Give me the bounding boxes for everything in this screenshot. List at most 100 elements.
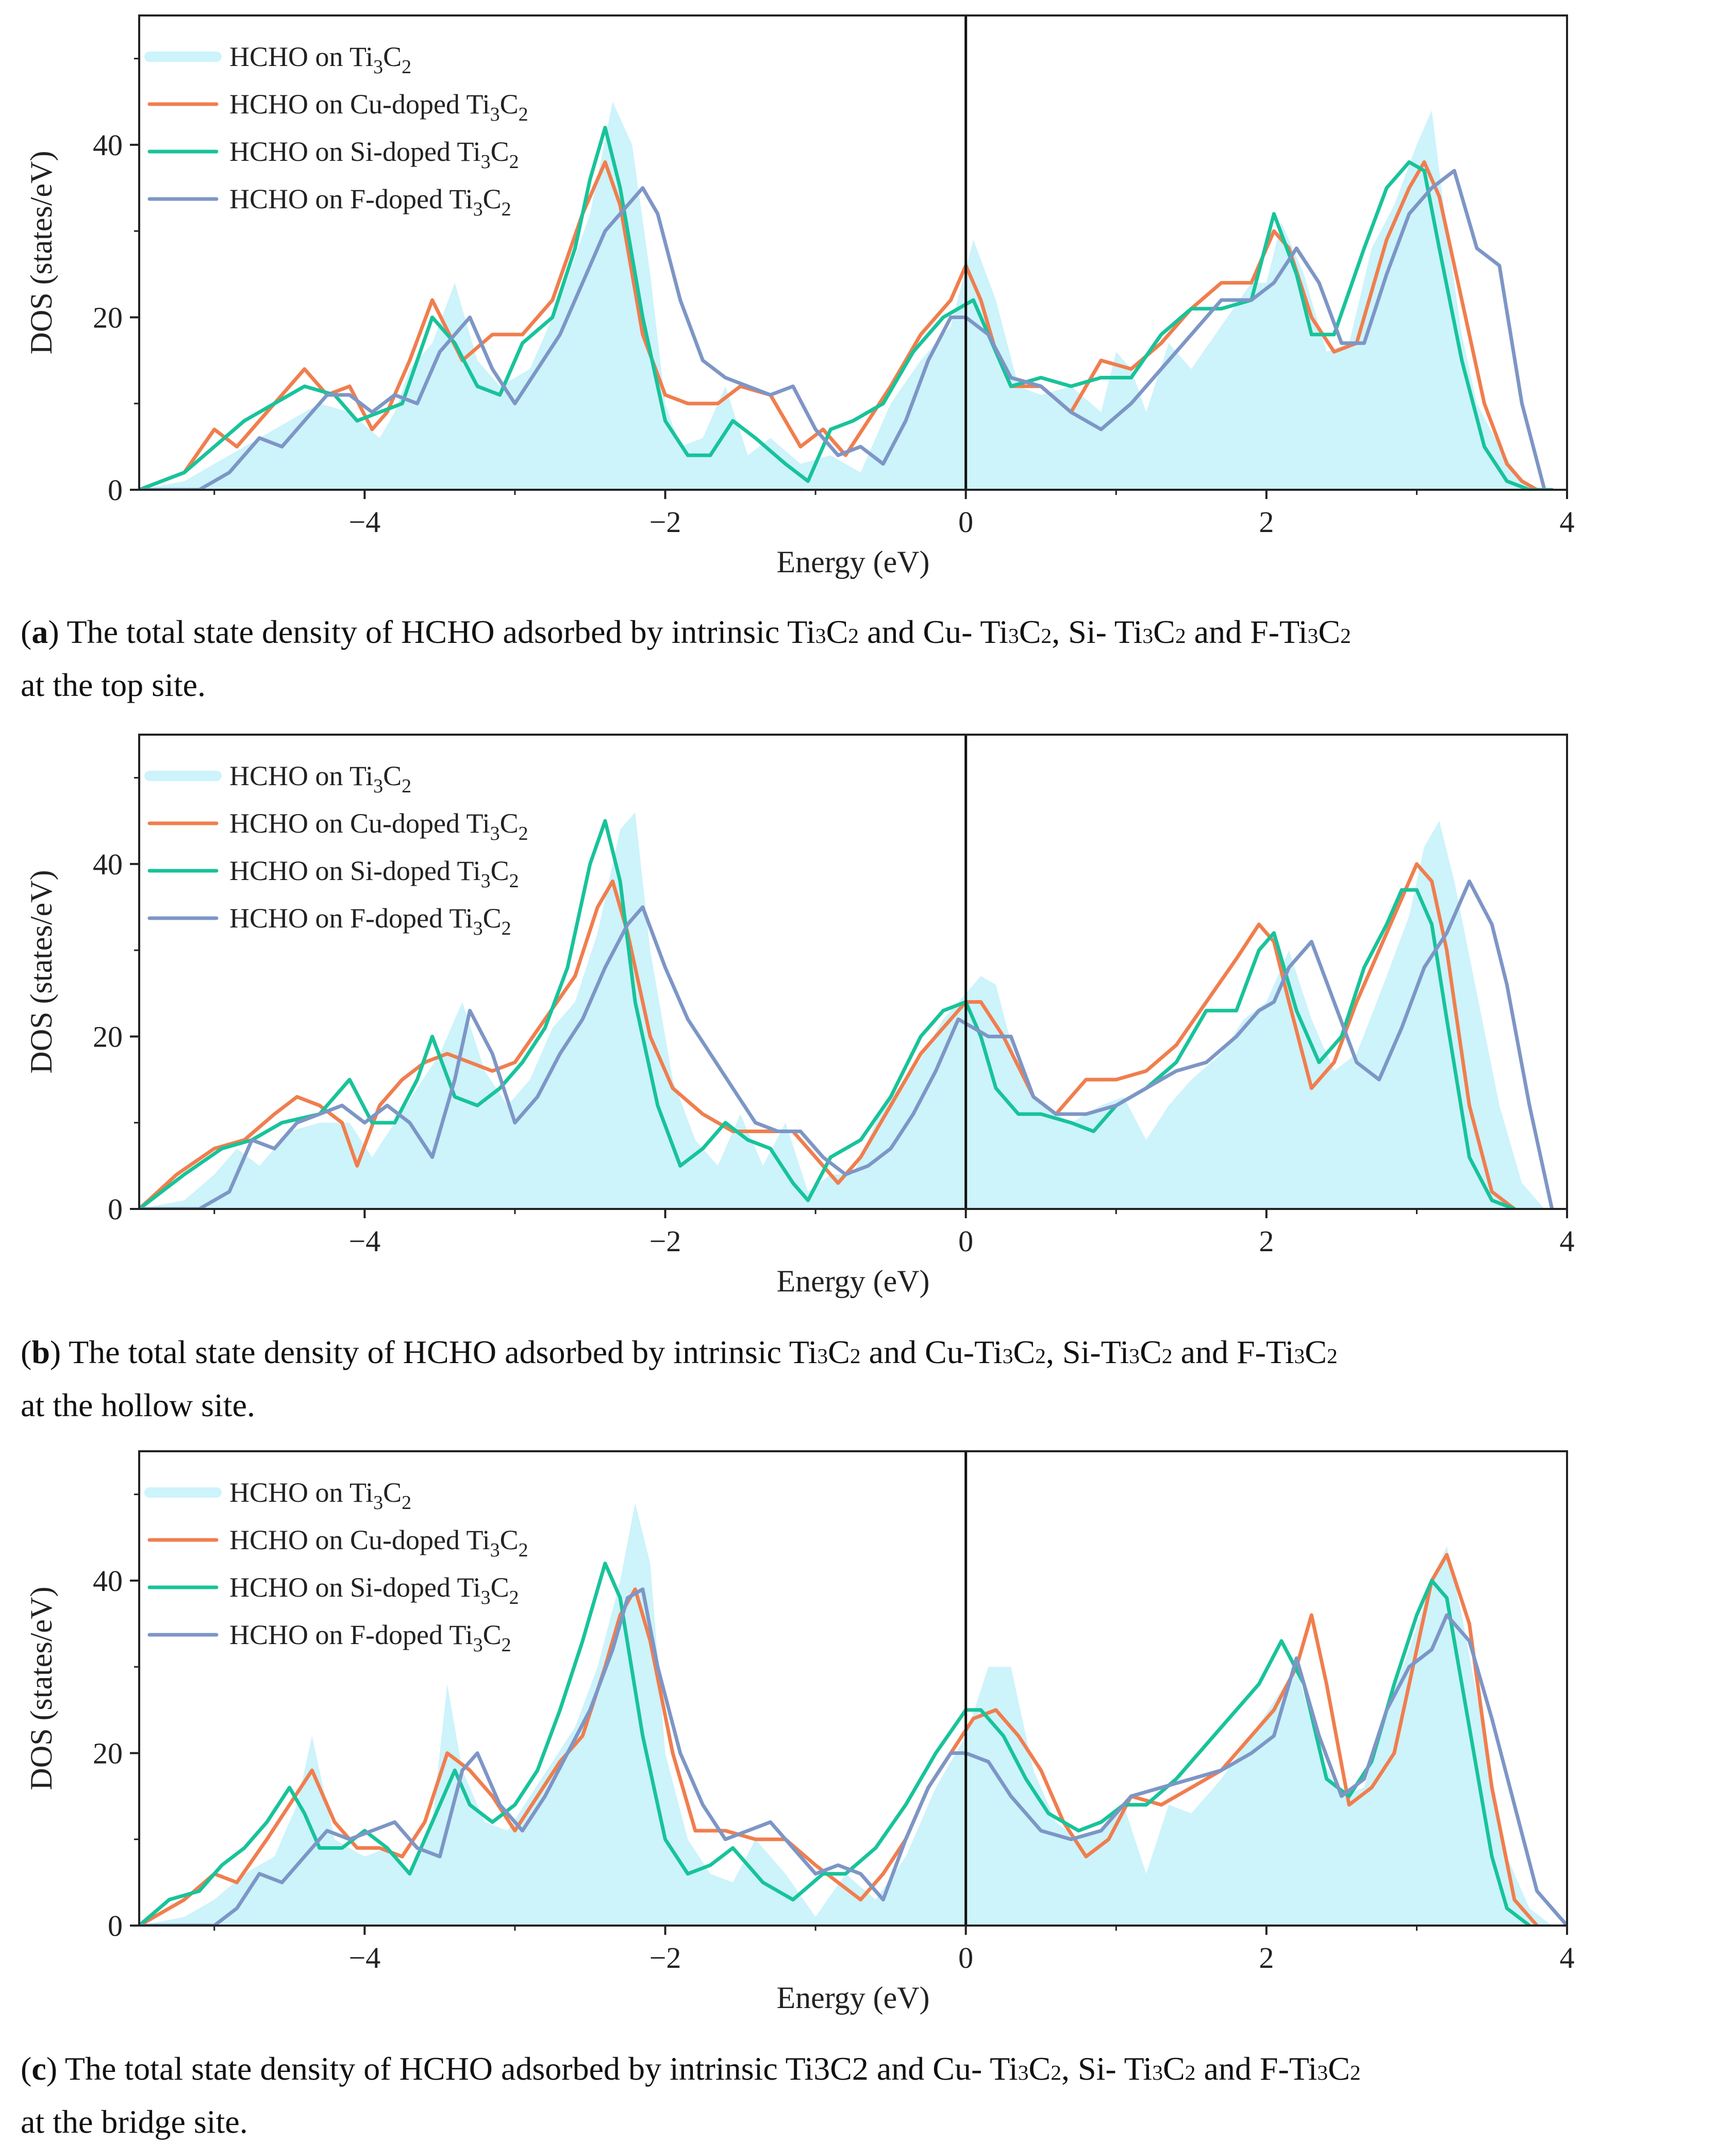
legend-subscript: 2: [509, 151, 519, 173]
formula-part: C: [1328, 2050, 1350, 2087]
formula-part: C: [1028, 2050, 1051, 2087]
x-tick-label: −4: [349, 505, 381, 539]
x-tick-label: 2: [1259, 1224, 1274, 1258]
y-axis-label: DOS (states/eV): [24, 870, 58, 1074]
legend-subscript: 3: [490, 104, 500, 125]
x-tick-label: 4: [1560, 505, 1575, 539]
plot-area: [139, 812, 1554, 1209]
formula-subscript: 3: [1307, 624, 1319, 648]
legend-subscript: 2: [402, 56, 411, 78]
y-tick-label: 20: [93, 1736, 123, 1770]
legend-subscript: 2: [509, 1587, 519, 1608]
formula-part: Ti: [1265, 1334, 1294, 1370]
legend-label: HCHO on Ti3C2: [229, 1477, 411, 1514]
y-tick-label: 0: [108, 1192, 123, 1226]
legend-text-part: C: [491, 855, 509, 886]
legend-label: HCHO on Ti3C2: [229, 760, 411, 797]
formula-part: C: [1153, 613, 1175, 650]
formula-part: C: [1318, 613, 1341, 650]
series-line-f-doped: [139, 879, 1554, 1209]
formula-subscript: 3: [1294, 1344, 1305, 1368]
series-line-si-doped: [139, 819, 1517, 1209]
legend-subscript: 3: [473, 198, 483, 220]
legend-text-part: HCHO on Ti: [229, 1477, 373, 1508]
formula-part: Ti: [974, 1334, 1003, 1370]
x-tick-label: −2: [649, 505, 681, 539]
y-tick-label: 20: [93, 1020, 123, 1053]
formula-part: C: [1013, 1334, 1036, 1370]
x-tick-label: 2: [1259, 1941, 1274, 1975]
legend-text-part: C: [500, 808, 519, 839]
y-tick-label: 40: [93, 848, 123, 881]
legend-text-part: C: [500, 89, 519, 120]
formula-subscript: 2: [1185, 2061, 1196, 2084]
legend-subscript: 3: [481, 151, 491, 173]
legend-subscript: 2: [519, 1539, 528, 1561]
formula-part: C: [828, 1334, 850, 1370]
x-tick-label: 0: [958, 1224, 973, 1258]
legend-text-part: C: [383, 41, 402, 72]
formula-subscript: 2: [1340, 624, 1351, 648]
x-tick-label: 0: [958, 1941, 973, 1975]
legend-subscript: 2: [509, 870, 519, 892]
legend-subscript: 3: [490, 823, 500, 844]
formula-subscript: 2: [1035, 1344, 1046, 1368]
legend-text-part: HCHO on Si-doped Ti: [229, 136, 481, 167]
formula-part: Ti: [787, 613, 815, 650]
caption-c: (c) The total state density of HCHO adso…: [21, 2050, 1361, 2140]
legend-subscript: 3: [473, 1634, 483, 1656]
legend-subscript: 3: [481, 1587, 491, 1608]
legend-subscript: 2: [402, 775, 411, 797]
caption-label-b: b: [31, 1334, 50, 1370]
legend-subscript: 2: [519, 823, 528, 844]
formula-subscript: 3: [815, 624, 826, 648]
y-axis-label: DOS (states/eV): [24, 1587, 58, 1790]
caption-parts-b: Ti3C2 and Cu-Ti3C2, Si-Ti3C2 and F-Ti3C2: [789, 1334, 1338, 1370]
series-line-si-doped: [139, 1562, 1531, 1926]
formula-part: C: [1162, 2050, 1185, 2087]
panel-a: −4 −2 0 2 4 0 20 40 Energy (eV) DOS (states/eV) HC…: [0, 0, 1716, 619]
legend-text-part: C: [483, 903, 502, 934]
formula-part: Ti: [980, 613, 1008, 650]
formula-subscript: 2: [1175, 624, 1186, 648]
legend-text-part: C: [491, 136, 509, 167]
legend-label: HCHO on Cu-doped Ti3C2: [229, 89, 528, 125]
formula-subscript: 2: [848, 624, 859, 648]
caption-text-b: The total state density of HCHO adsorbed…: [69, 1334, 789, 1370]
caption-line2-b: at the hollow site.: [21, 1387, 256, 1423]
legend-text-part: HCHO on F-doped Ti: [229, 184, 473, 214]
series-line-si-doped: [139, 126, 1554, 490]
x-tick-label: 0: [958, 505, 973, 539]
legend-text-part: HCHO on Cu-doped Ti: [229, 808, 490, 839]
series-area-ti3c2: [139, 1503, 1552, 1926]
caption-line2-c: at the bridge site.: [21, 2103, 248, 2140]
caption-label-c: c: [31, 2050, 46, 2087]
x-tick-label: −4: [349, 1941, 381, 1975]
legend-subscript: 3: [490, 1539, 500, 1561]
formula-part: Ti: [1114, 613, 1143, 650]
formula-subscript: 3: [1142, 624, 1154, 648]
legend-text-part: HCHO on F-doped Ti: [229, 903, 473, 934]
legend-text-part: HCHO on Cu-doped Ti: [229, 1524, 490, 1555]
x-axis-label: Energy (eV): [776, 545, 929, 579]
formula-subscript: 3: [817, 1344, 828, 1368]
x-tick-label: 4: [1560, 1224, 1575, 1258]
formula-part: C: [826, 613, 848, 650]
formula-part: Ti: [1289, 2050, 1318, 2087]
legend-text-part: C: [500, 1524, 519, 1555]
legend-subscript: 2: [402, 1492, 411, 1514]
plot-frame: [138, 1450, 1568, 1927]
formula-subscript: 2: [1041, 624, 1052, 648]
y-tick-label: 40: [93, 128, 123, 162]
legend-text-part: C: [483, 1619, 502, 1650]
legend-label: HCHO on F-doped Ti3C2: [229, 903, 511, 939]
legend-subscript: 2: [519, 104, 528, 125]
formula-subscript: 2: [1051, 2061, 1062, 2084]
legend-text-part: C: [383, 1477, 402, 1508]
legend-text-part: HCHO on Si-doped Ti: [229, 855, 481, 886]
